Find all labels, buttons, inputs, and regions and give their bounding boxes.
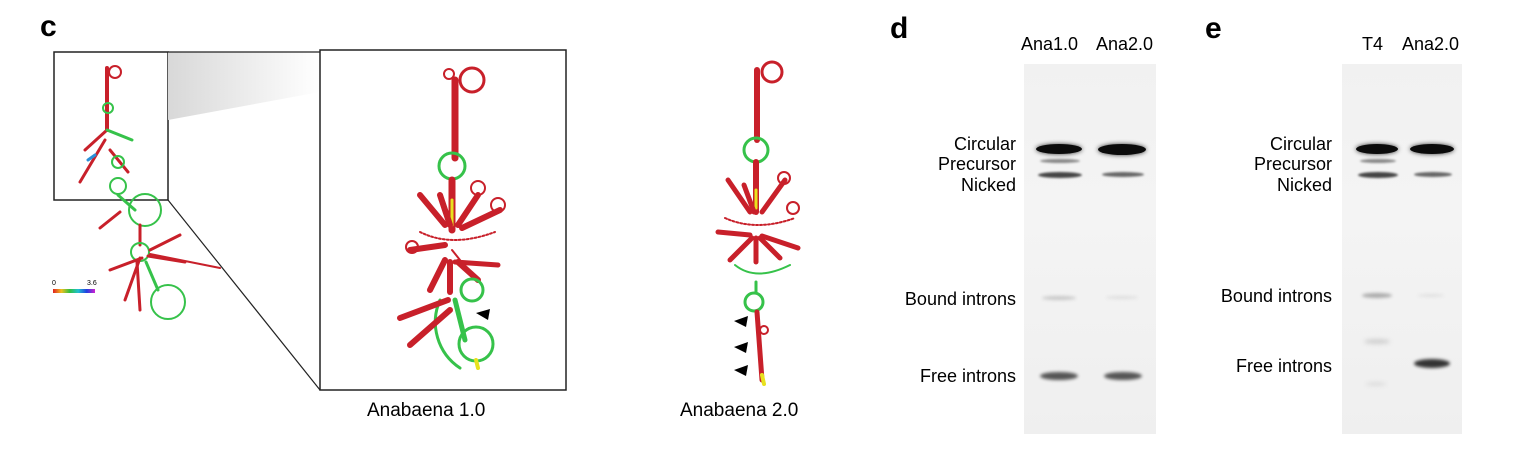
zoom-line-bottom <box>167 199 321 391</box>
anabaena-2-structure <box>715 60 801 386</box>
gel-image-e <box>1342 64 1462 434</box>
label-circular-d: Circular <box>953 134 1016 154</box>
panel-letter-c: c <box>40 10 57 43</box>
gel-image-d <box>1024 64 1156 434</box>
band-free-lane1 <box>1040 372 1078 380</box>
band-extra-lane-t4 <box>1364 339 1390 344</box>
band-free-lane-ana2 <box>1414 359 1450 368</box>
label-nicked-d: Nicked <box>960 175 1016 195</box>
band-circular-lane-ana2 <box>1410 144 1454 154</box>
band-bound-lane-t4 <box>1362 293 1392 298</box>
lane-label-ana2-e: Ana2.0 <box>1402 34 1460 54</box>
panel-letter-d: d <box>890 12 909 45</box>
label-circular-e: Circular <box>1269 134 1332 154</box>
band-circular-lane-t4 <box>1356 144 1398 154</box>
band-bound-lane-ana2 <box>1418 294 1444 297</box>
color-scale-bar <box>53 289 95 293</box>
arrowhead-2 <box>734 316 748 327</box>
band-circular-lane2 <box>1098 144 1146 155</box>
anabaena-1-structure <box>397 66 506 370</box>
label-free-introns-d: Free introns <box>919 366 1016 386</box>
label-free-introns-e: Free introns <box>1235 356 1332 376</box>
band-free-lane2 <box>1104 372 1142 380</box>
overview-structure <box>78 65 221 320</box>
panel-letter-e: e <box>1205 12 1222 45</box>
label-bound-introns-e: Bound introns <box>1220 286 1332 306</box>
zoom-shading <box>168 52 320 120</box>
label-nicked-e: Nicked <box>1276 175 1332 195</box>
scale-min-label: 0 <box>52 280 56 287</box>
band-circular-lane1 <box>1036 144 1082 154</box>
band-precursor-lane-t4 <box>1360 159 1396 163</box>
arrowhead-4 <box>734 365 748 376</box>
zoomed-structure-box <box>319 49 567 391</box>
label-bound-introns-d: Bound introns <box>904 289 1016 309</box>
band-nicked-lane1 <box>1038 172 1082 178</box>
label-precursor-d: Precursor <box>937 154 1016 174</box>
caption-anabaena-1: Anabaena 1.0 <box>367 400 486 421</box>
band-nicked-lane2 <box>1102 172 1144 177</box>
lane-label-t4: T4 <box>1362 34 1384 54</box>
band-bound-lane1 <box>1042 296 1076 300</box>
arrowhead-1 <box>476 309 490 320</box>
label-precursor-e: Precursor <box>1253 154 1332 174</box>
arrowhead-3 <box>734 342 748 353</box>
overview-zoom-box <box>53 51 169 201</box>
scale-max-label: 3.6 <box>87 280 97 287</box>
band-precursor-lane1 <box>1040 159 1080 163</box>
band-bound-lane2 <box>1106 296 1138 299</box>
lane-label-ana2-d: Ana2.0 <box>1096 34 1154 54</box>
caption-anabaena-2: Anabaena 2.0 <box>680 400 799 421</box>
lane-label-ana1: Ana1.0 <box>1021 34 1079 54</box>
band-nicked-lane-t4 <box>1358 172 1398 178</box>
band-nicked-lane-ana2 <box>1414 172 1452 177</box>
band-faint-lane-t4 <box>1366 382 1386 386</box>
